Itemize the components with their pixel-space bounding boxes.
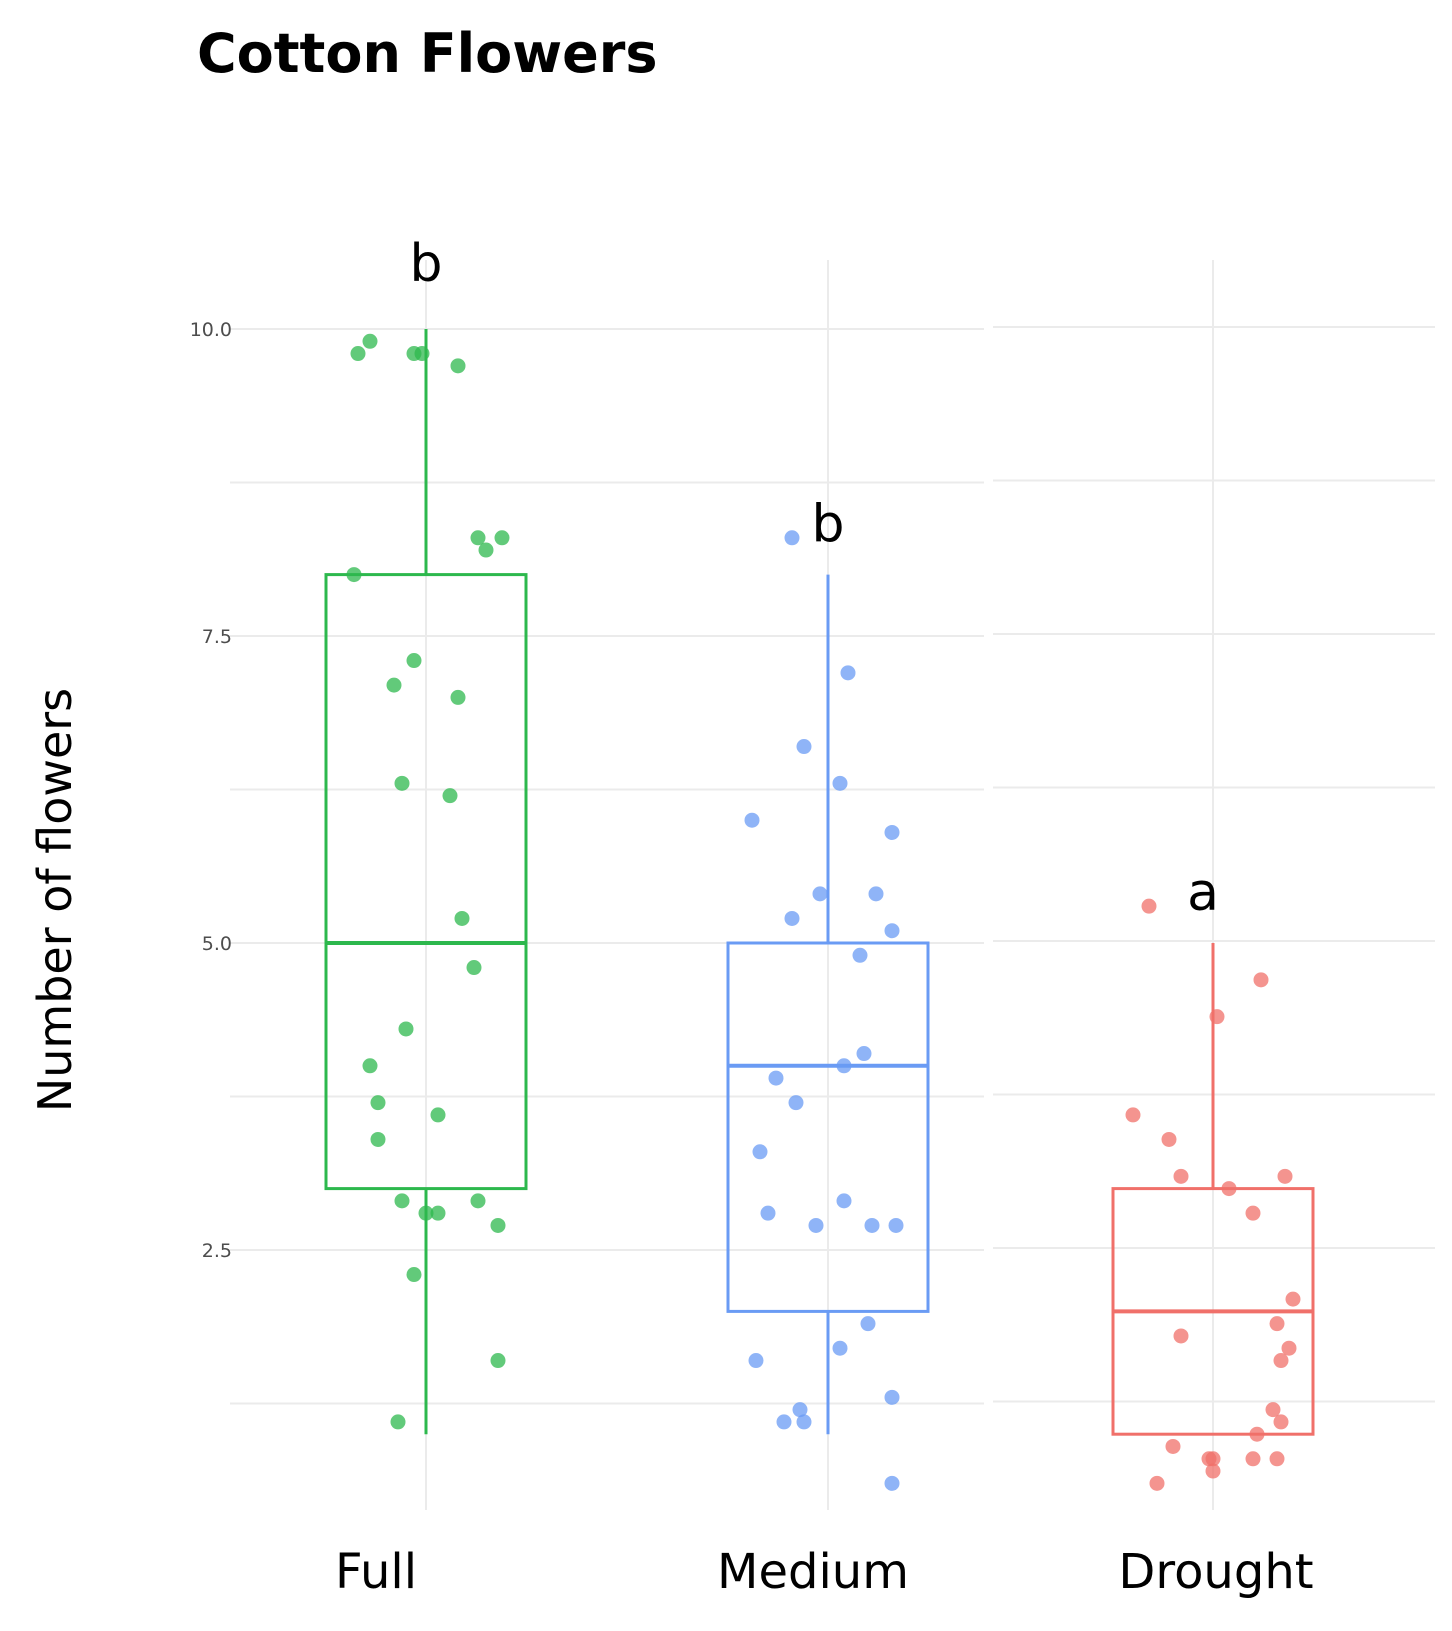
y-tick-label: 2.5 <box>202 1240 232 1262</box>
data-point <box>760 1205 776 1221</box>
data-point <box>860 1316 876 1332</box>
box-full <box>324 573 528 1191</box>
data-point <box>1265 1402 1281 1418</box>
data-point <box>812 886 828 902</box>
data-point <box>1245 1205 1261 1221</box>
data-point <box>868 886 884 902</box>
data-point <box>852 947 868 963</box>
data-point <box>832 775 848 791</box>
data-point <box>888 1217 904 1233</box>
data-point <box>370 1095 386 1111</box>
data-point <box>784 910 800 926</box>
data-point <box>1277 1168 1293 1184</box>
data-point <box>450 689 466 705</box>
data-point <box>788 1095 804 1111</box>
data-point <box>796 1414 812 1430</box>
data-point <box>1209 1009 1225 1025</box>
x-tick-label: Full <box>335 1544 417 1600</box>
data-point <box>1173 1328 1189 1344</box>
data-point <box>776 1414 792 1430</box>
data-point <box>494 530 510 546</box>
data-point <box>1173 1168 1189 1184</box>
data-point <box>406 1267 422 1283</box>
data-point <box>346 567 362 583</box>
data-point <box>884 1475 900 1491</box>
data-point <box>1285 1291 1301 1307</box>
data-point <box>390 1414 406 1430</box>
data-point <box>1269 1316 1285 1332</box>
y-tick-label: 10.0 <box>190 319 232 341</box>
y-tick-label: 7.5 <box>202 626 232 648</box>
data-point <box>1141 898 1157 914</box>
data-point <box>1269 1451 1285 1467</box>
x-tick-label: Medium <box>717 1544 909 1600</box>
significance-letter: a <box>1187 863 1219 923</box>
data-point <box>1149 1475 1165 1491</box>
data-point <box>832 1340 848 1356</box>
data-point <box>490 1353 506 1369</box>
data-point <box>808 1217 824 1233</box>
data-point <box>744 812 760 828</box>
data-point <box>864 1217 880 1233</box>
significance-letter: b <box>811 495 844 555</box>
significance-letter: b <box>409 234 442 294</box>
data-point <box>386 677 402 693</box>
data-point <box>796 739 812 755</box>
data-point <box>398 1021 414 1037</box>
x-tick-label: Drought <box>1118 1544 1313 1600</box>
data-point <box>1125 1107 1141 1123</box>
data-point <box>784 530 800 546</box>
data-point <box>470 530 486 546</box>
data-point <box>394 775 410 791</box>
data-point <box>430 1205 446 1221</box>
data-point <box>370 1131 386 1147</box>
data-point <box>406 653 422 669</box>
data-point <box>792 1402 808 1418</box>
data-point <box>394 1193 410 1209</box>
chart-title: Cotton Flowers <box>197 22 658 85</box>
y-tick-label: 5.0 <box>202 933 232 955</box>
data-point <box>1253 972 1269 988</box>
data-point <box>748 1353 764 1369</box>
data-point <box>1205 1451 1221 1467</box>
data-point <box>884 824 900 840</box>
data-point <box>856 1046 872 1062</box>
data-point <box>1205 1463 1221 1479</box>
data-point <box>442 788 458 804</box>
data-point <box>454 910 470 926</box>
data-point <box>1221 1181 1237 1197</box>
data-point <box>1281 1340 1297 1356</box>
data-point <box>1165 1438 1181 1454</box>
data-point <box>450 358 466 374</box>
data-point <box>840 665 856 681</box>
data-point <box>752 1144 768 1160</box>
data-point <box>884 1389 900 1405</box>
data-point <box>768 1070 784 1086</box>
data-point <box>490 1217 506 1233</box>
data-point <box>836 1058 852 1074</box>
data-point <box>1161 1131 1177 1147</box>
data-point <box>1273 1414 1289 1430</box>
data-point <box>350 346 366 362</box>
data-point <box>884 923 900 939</box>
box-medium <box>726 941 930 1313</box>
data-point <box>1245 1451 1261 1467</box>
data-point <box>414 346 430 362</box>
data-point <box>478 542 494 558</box>
data-point <box>1249 1426 1265 1442</box>
data-point <box>466 960 482 976</box>
data-point <box>430 1107 446 1123</box>
data-point <box>470 1193 486 1209</box>
data-point <box>836 1193 852 1209</box>
data-point <box>362 333 378 349</box>
data-point <box>1273 1353 1289 1369</box>
data-point <box>362 1058 378 1074</box>
data-point <box>418 1205 434 1221</box>
